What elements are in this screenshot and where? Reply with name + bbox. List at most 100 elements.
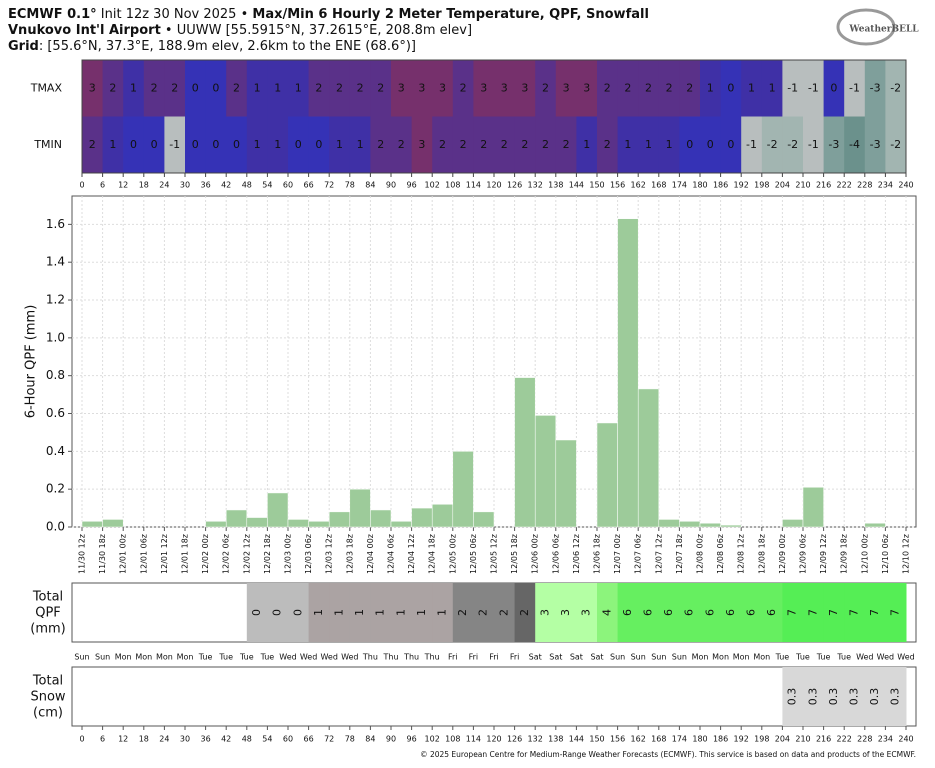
init: Init 12z 30 Nov 2025 •: [97, 7, 253, 22]
cell-label: 2: [645, 81, 652, 94]
cell-label: -1: [808, 81, 819, 94]
heat-cell: [288, 60, 310, 117]
x-tick-label: 198: [754, 181, 769, 190]
cell-label: 7: [827, 609, 840, 616]
cell-label: 1: [274, 138, 281, 151]
x-tick-label: 132: [528, 735, 543, 744]
day-label: Thu: [362, 653, 378, 662]
heat-cell: [349, 60, 371, 117]
cell-label: 2: [377, 81, 384, 94]
x-tick-label: 192: [734, 735, 749, 744]
strip-cell: [700, 583, 722, 642]
cell-label: 0.3: [827, 688, 840, 706]
strip-cell: [885, 583, 907, 642]
cell-label: 2: [460, 138, 467, 151]
day-label: Sat: [570, 653, 583, 662]
x-tick-label: 210: [795, 735, 810, 744]
bar: [555, 439, 577, 528]
x-tick-label: 12/10 06z: [881, 534, 890, 574]
cell-label: 2: [377, 138, 384, 151]
cell-label: 0: [192, 138, 199, 151]
x-tick-label: 12/07 06z: [634, 534, 643, 574]
heat-cell: [555, 116, 577, 173]
heat-cell: [370, 116, 392, 173]
x-tick-label: 24: [159, 735, 169, 744]
heat-cell: [329, 60, 351, 117]
cell-label: 7: [786, 609, 799, 616]
bar: [102, 519, 124, 528]
heat-cell: [226, 116, 248, 173]
x-tick-label: 198: [754, 735, 769, 744]
bar: [802, 487, 824, 528]
x-tick-label: 186: [713, 735, 728, 744]
bar: [390, 521, 412, 528]
cell-label: 6: [724, 609, 737, 616]
x-tick-label: 222: [837, 735, 852, 744]
strip-cell: [638, 583, 660, 642]
cell-label: 4: [600, 609, 613, 616]
x-tick-label: 30: [180, 735, 190, 744]
heat-cell: [823, 116, 845, 173]
bar: [720, 524, 742, 528]
x-tick-label: 228: [857, 735, 872, 744]
day-label: Tue: [816, 653, 831, 662]
bar: [246, 517, 268, 528]
strip-label: Snow: [30, 690, 65, 705]
header-line-2: Vnukovo Int'l Airport • UUWW [55.5915°N,…: [8, 23, 472, 38]
heat-cell: [679, 116, 701, 173]
heat-cell: [308, 60, 330, 117]
cell-label: 2: [604, 138, 611, 151]
cell-label: -2: [890, 138, 901, 151]
cell-label: 2: [109, 81, 116, 94]
x-tick-label: 156: [610, 735, 625, 744]
bar: [637, 388, 660, 528]
day-label: Sat: [590, 653, 603, 662]
strip-cell: [308, 583, 330, 642]
x-tick-label: 174: [672, 181, 687, 190]
x-tick-label: 24: [159, 181, 169, 190]
x-tick-label: 6: [100, 735, 105, 744]
heat-cell: [391, 116, 413, 173]
cell-label: 1: [394, 609, 407, 616]
heat-cell: [494, 116, 516, 173]
day-label: Fri: [510, 653, 520, 662]
strip-cell: [555, 583, 577, 642]
cell-label: 3: [418, 138, 425, 151]
cell-label: 2: [501, 138, 508, 151]
cell-label: 1: [748, 81, 755, 94]
heat-cell: [143, 60, 165, 117]
heat-cell: [535, 116, 557, 173]
day-label: Wed: [300, 653, 317, 662]
day-label: Mon: [712, 653, 729, 662]
heat-cell: [823, 60, 845, 117]
heat-cell: [185, 60, 207, 117]
bar: [514, 377, 536, 528]
cell-label: 2: [497, 609, 510, 616]
heat-cell: [82, 116, 104, 173]
heat-cell: [267, 60, 289, 117]
x-tick-label: 150: [589, 181, 604, 190]
cell-label: 0: [315, 138, 322, 151]
strip-cell: [782, 583, 804, 642]
x-tick-label: 222: [837, 181, 852, 190]
x-tick-label: 36: [201, 181, 211, 190]
cell-label: -1: [787, 81, 798, 94]
x-tick-label: 90: [386, 181, 396, 190]
x-tick-label: 84: [365, 181, 375, 190]
bar: [679, 521, 701, 528]
grid-info: : [55.6°N, 37.3°E, 188.9m elev, 2.6km to…: [39, 39, 416, 54]
grid-label: Grid: [8, 39, 39, 54]
strip-cell: [823, 583, 845, 642]
cell-label: 2: [666, 81, 673, 94]
strip-label: QPF: [35, 606, 61, 621]
heat-cell: [761, 60, 783, 117]
x-tick-label: 138: [548, 735, 563, 744]
x-tick-label: 12/05 18z: [510, 534, 519, 574]
y-axis-label: 6-Hour QPF (mm): [24, 305, 39, 419]
x-tick-label: 42: [221, 181, 231, 190]
x-tick-label: 12/03 06z: [304, 534, 313, 574]
day-label: Mon: [156, 653, 173, 662]
footer: © 2025 European Centre for Medium-Range …: [420, 750, 916, 759]
cell-label: 3: [580, 609, 593, 616]
day-label: Sun: [610, 653, 625, 662]
